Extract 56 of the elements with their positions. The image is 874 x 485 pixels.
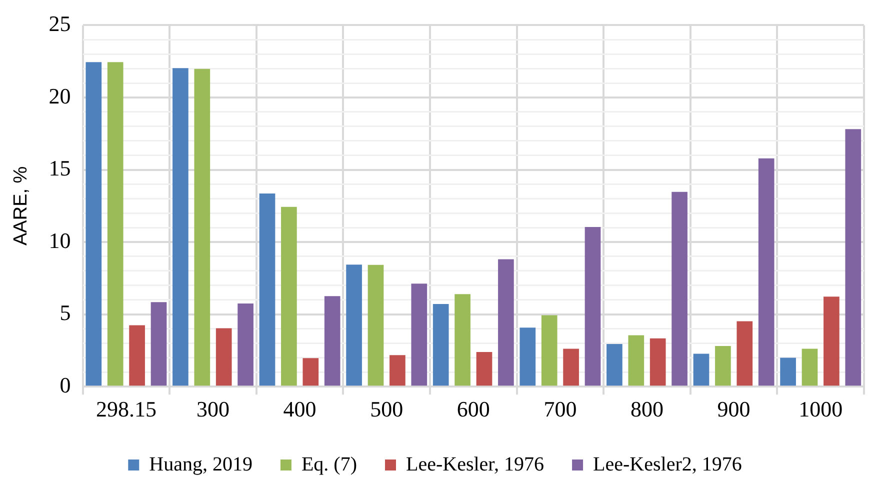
x-tick-label: 1000	[798, 396, 843, 422]
bar	[498, 259, 514, 386]
bar	[346, 264, 362, 386]
bar	[129, 325, 145, 386]
bar	[476, 352, 492, 386]
x-tick-label: 298.15	[96, 396, 156, 422]
x-tick-label: 300	[196, 396, 230, 422]
bar	[650, 338, 666, 386]
bar	[238, 303, 254, 386]
y-tick-label: 0	[60, 372, 71, 398]
y-tick-label: 5	[60, 300, 71, 326]
legend-label: Lee-Kesler2, 1976	[593, 453, 742, 476]
bar	[411, 284, 428, 386]
bar	[86, 62, 102, 386]
y-axis-title: AARE, %	[10, 166, 32, 246]
bar	[606, 344, 622, 386]
bar	[563, 348, 579, 386]
bar	[172, 68, 188, 386]
bar	[302, 358, 319, 386]
bar	[150, 302, 167, 386]
bar	[672, 192, 688, 386]
bar	[845, 129, 862, 386]
bar	[780, 358, 796, 386]
y-tick-label: 20	[48, 83, 71, 108]
bar	[824, 296, 840, 386]
bar	[693, 354, 710, 386]
legend-label: Eq. (7)	[301, 453, 358, 476]
bar	[736, 321, 753, 386]
bar	[715, 346, 731, 386]
bar	[259, 193, 276, 386]
x-tick-label: 900	[717, 396, 750, 422]
bar	[281, 206, 297, 386]
bar	[628, 335, 644, 386]
x-tick-label: 500	[370, 396, 404, 422]
bar	[520, 328, 536, 386]
bar	[584, 227, 601, 386]
bar	[216, 328, 232, 386]
x-tick-label: 400	[283, 396, 316, 422]
y-tick-label: 10	[48, 228, 71, 253]
bar	[758, 158, 774, 386]
legend-label: Lee-Kesler, 1976	[406, 453, 544, 476]
bar	[541, 315, 558, 386]
bar	[324, 296, 340, 386]
bar	[107, 62, 124, 386]
y-tick-label: 15	[48, 156, 71, 181]
bar	[432, 304, 449, 386]
x-tick-label: 600	[456, 396, 490, 422]
legend-label: Huang, 2019	[149, 453, 252, 476]
x-tick-label: 700	[544, 396, 577, 422]
bar	[368, 264, 384, 386]
bar	[802, 348, 818, 386]
bar	[390, 355, 406, 386]
x-tick-label: 800	[630, 396, 664, 422]
bar	[194, 68, 210, 386]
bar	[454, 294, 470, 386]
y-tick-label: 25	[48, 10, 71, 36]
